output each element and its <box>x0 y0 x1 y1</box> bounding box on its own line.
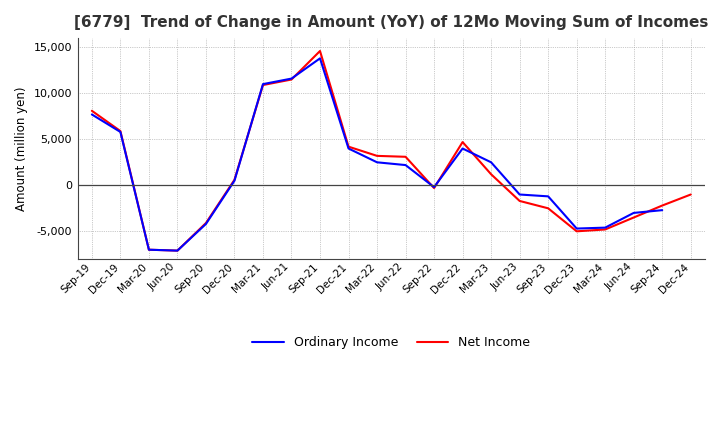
Ordinary Income <box>572 226 581 231</box>
Ordinary Income <box>173 248 181 253</box>
Net Income <box>315 48 324 54</box>
Net Income <box>686 192 695 197</box>
Y-axis label: Amount (million yen): Amount (million yen) <box>15 86 28 211</box>
Title: [6779]  Trend of Change in Amount (YoY) of 12Mo Moving Sum of Incomes: [6779] Trend of Change in Amount (YoY) o… <box>74 15 708 30</box>
Net Income <box>258 82 267 88</box>
Ordinary Income <box>458 146 467 151</box>
Net Income <box>88 108 96 114</box>
Net Income <box>145 247 153 253</box>
Ordinary Income <box>202 221 210 227</box>
Net Income <box>116 128 125 134</box>
Ordinary Income <box>401 162 410 168</box>
Net Income <box>401 154 410 159</box>
Net Income <box>544 205 552 211</box>
Ordinary Income <box>145 247 153 253</box>
Net Income <box>344 144 353 149</box>
Net Income <box>487 172 495 177</box>
Line: Ordinary Income: Ordinary Income <box>92 59 662 251</box>
Ordinary Income <box>430 184 438 190</box>
Ordinary Income <box>88 112 96 117</box>
Ordinary Income <box>230 178 239 183</box>
Ordinary Income <box>258 81 267 87</box>
Ordinary Income <box>487 160 495 165</box>
Net Income <box>572 229 581 234</box>
Net Income <box>629 215 638 220</box>
Ordinary Income <box>658 208 667 213</box>
Ordinary Income <box>116 129 125 135</box>
Ordinary Income <box>601 225 610 230</box>
Net Income <box>230 177 239 183</box>
Net Income <box>430 185 438 191</box>
Net Income <box>601 227 610 232</box>
Ordinary Income <box>344 146 353 151</box>
Net Income <box>516 198 524 204</box>
Net Income <box>373 153 382 158</box>
Ordinary Income <box>629 210 638 216</box>
Net Income <box>458 139 467 145</box>
Legend: Ordinary Income, Net Income: Ordinary Income, Net Income <box>248 331 535 354</box>
Net Income <box>173 248 181 253</box>
Net Income <box>287 77 296 82</box>
Ordinary Income <box>373 160 382 165</box>
Line: Net Income: Net Income <box>92 51 690 251</box>
Net Income <box>658 203 667 208</box>
Net Income <box>202 220 210 226</box>
Ordinary Income <box>544 194 552 199</box>
Ordinary Income <box>287 76 296 81</box>
Ordinary Income <box>516 192 524 197</box>
Ordinary Income <box>315 56 324 61</box>
